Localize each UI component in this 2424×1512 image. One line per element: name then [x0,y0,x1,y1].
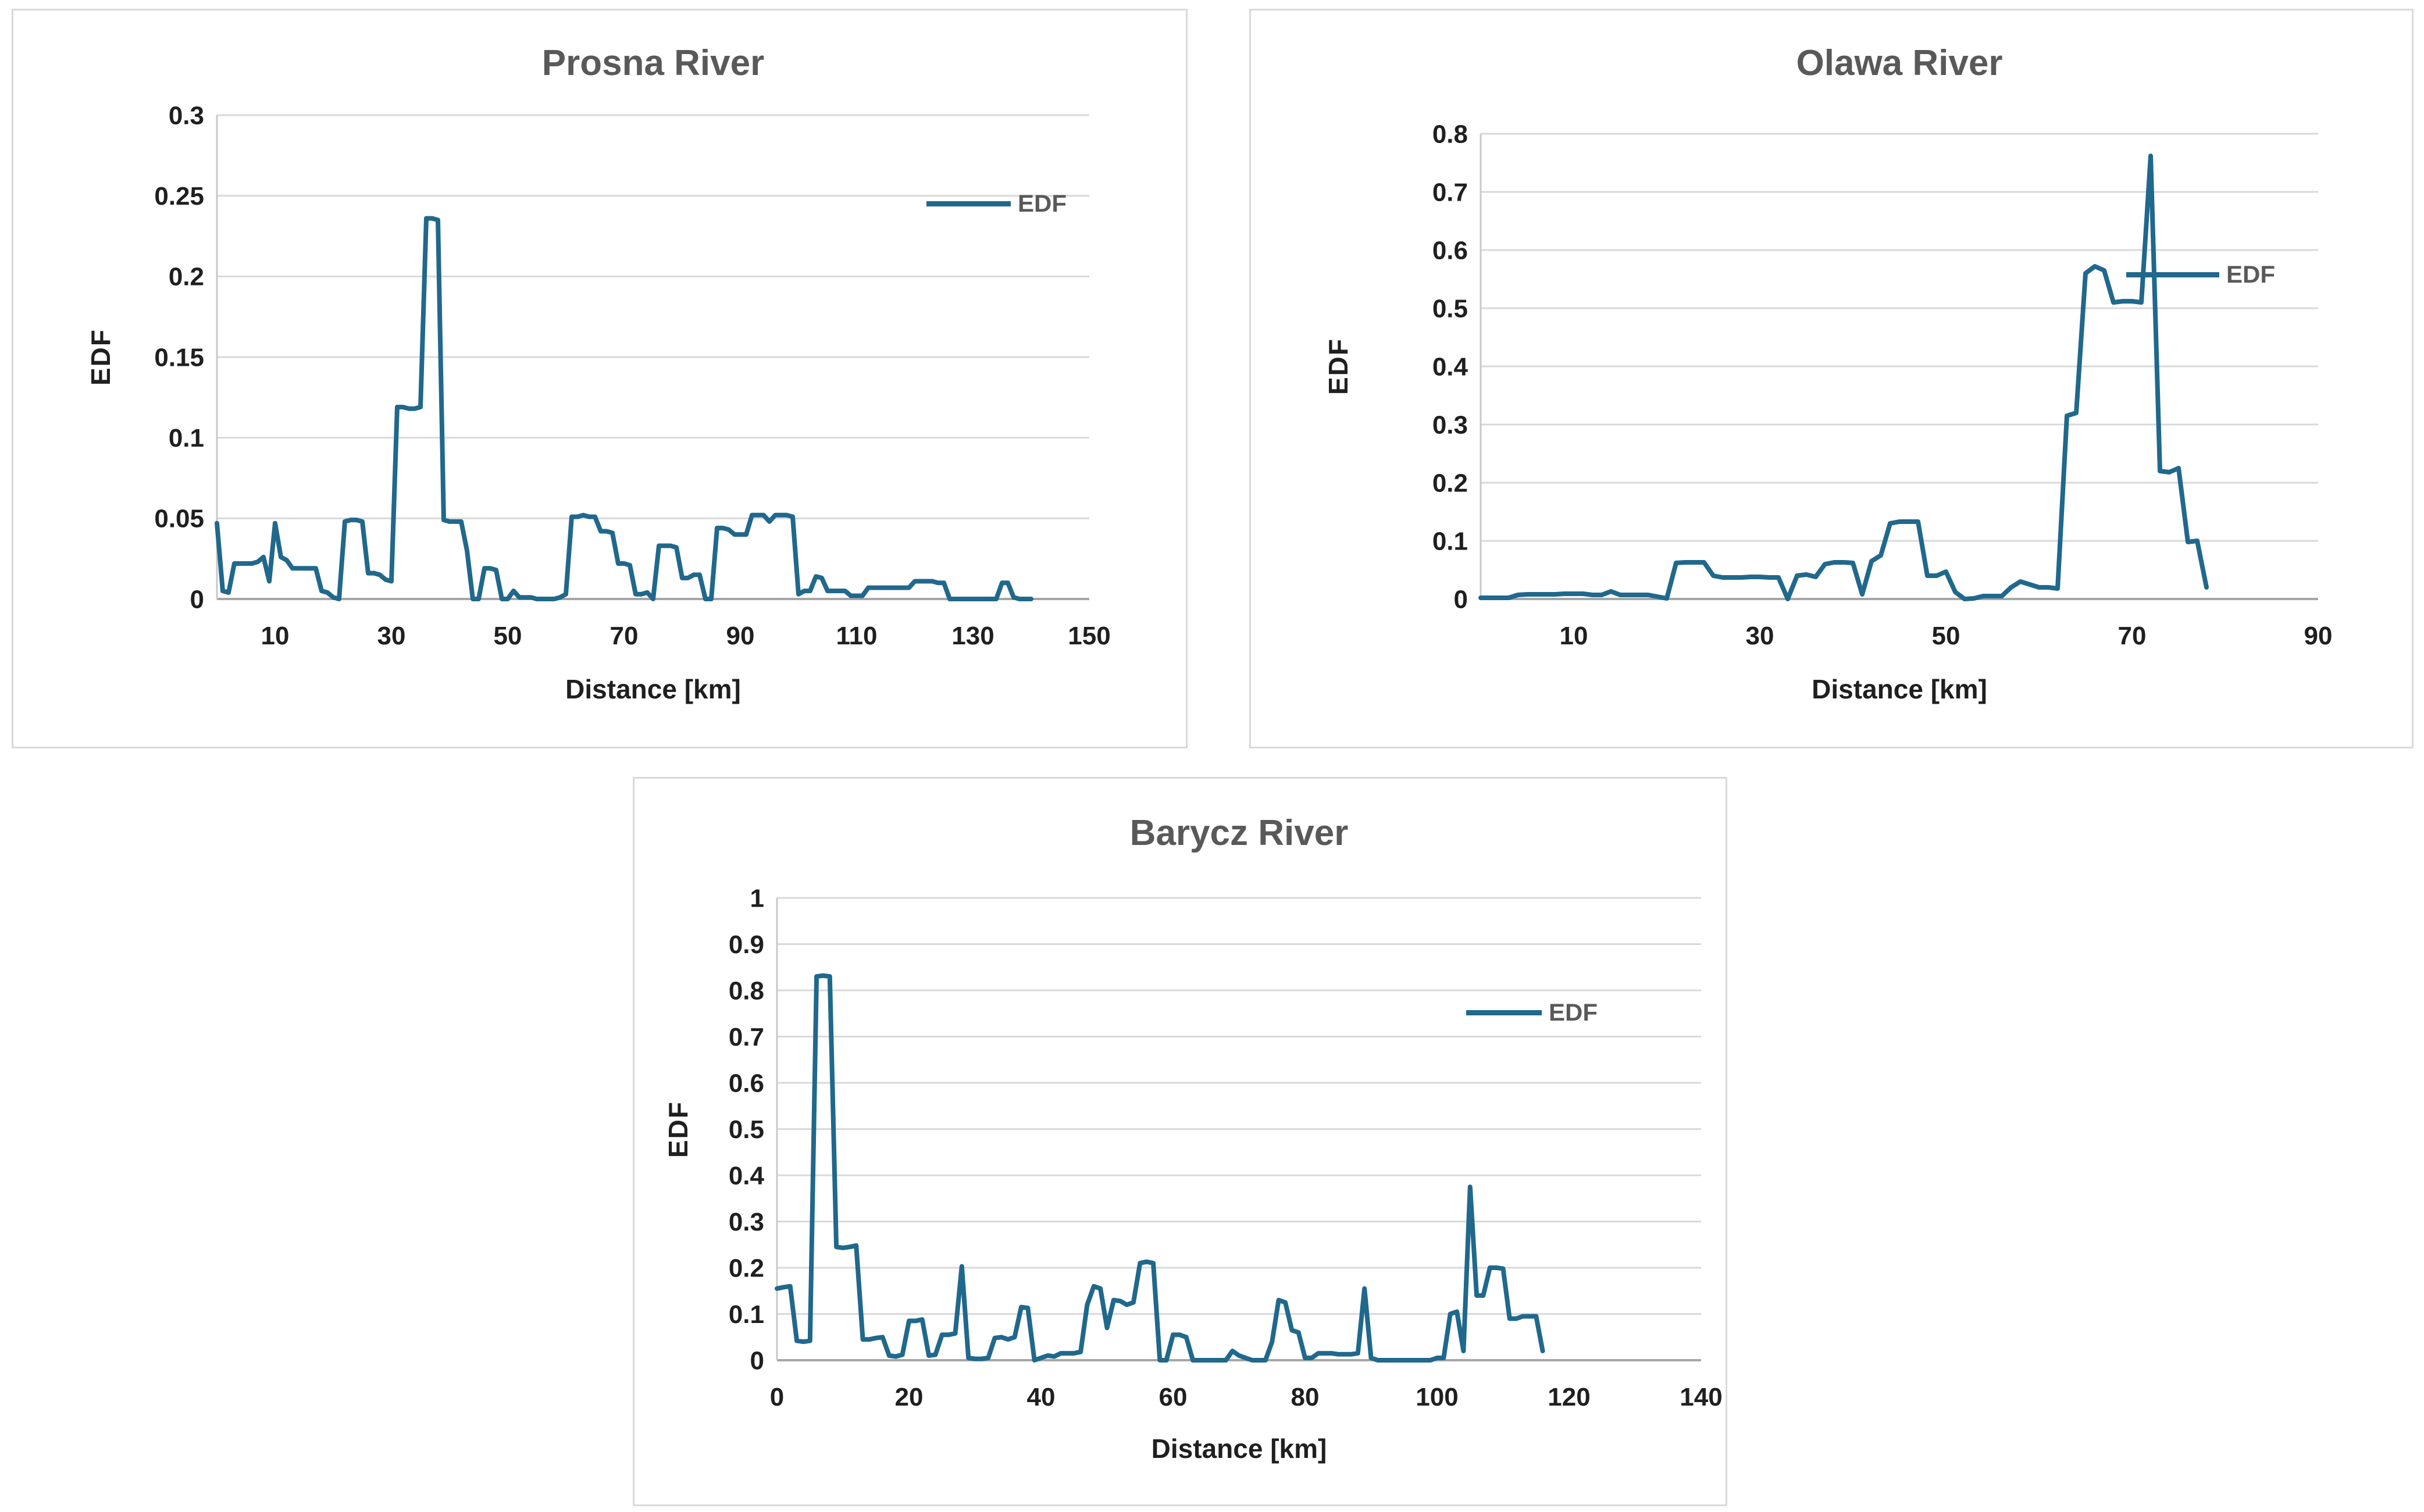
y-tick-label: 0.7 [729,1023,764,1051]
y-tick-label: 0.1 [1432,527,1468,555]
x-tick-label: 70 [2118,622,2147,650]
edf-line-series [775,973,1545,1363]
x-tick-label: 120 [1548,1383,1590,1411]
y-tick-label: 0.6 [729,1069,764,1097]
y-tick-label: 0.4 [1432,352,1468,381]
chart-title: Barycz River [1129,813,1349,853]
y-tick-label: 1 [750,884,764,912]
legend-label: EDF [2226,261,2275,288]
y-tick-label: 0.2 [729,1254,764,1282]
legend: EDF [2126,261,2275,288]
x-axis-title: Distance [km] [1151,1433,1327,1464]
olawa-plot-area: 0 0.1 0.2 0.3 0.4 0.5 0.6 0.7 0.8 10 30 50 70 90 [1432,120,2333,650]
prosna-plot-area: 0 0.05 0.1 0.15 0.2 0.25 0.3 10 30 50 70 90 110 130 15… [154,101,1110,650]
y-tick-label: 0.8 [1432,120,1468,148]
legend: EDF [1466,999,1598,1026]
x-tick-label: 150 [1068,622,1110,650]
x-tick-label: 30 [377,622,406,650]
y-tick-label: 0.3 [169,101,204,130]
x-tick-label: 70 [610,622,639,650]
prosna-chart-panel: Prosna River EDF 0 0.05 0.1 0.15 0.2 0.25 0.3 1… [12,9,1188,748]
x-tick-label: 140 [1680,1383,1722,1411]
y-tick-label: 0.1 [729,1300,764,1329]
x-tick-label: 40 [1027,1383,1056,1411]
x-tick-label: 110 [836,622,878,650]
chart-title: Olawa River [1796,43,2003,83]
x-tick-label: 10 [1560,622,1588,650]
x-tick-label: 0 [770,1383,784,1411]
x-tick-label: 130 [951,622,994,650]
x-tick-label: 90 [726,622,755,650]
y-tick-label: 0.4 [729,1161,765,1190]
y-tick-label: 0.3 [1432,411,1468,439]
edf-line-series [215,216,1033,601]
x-tick-label: 50 [1932,622,1960,650]
x-axis-title: Distance [km] [1812,674,1987,704]
y-tick-label: 0.1 [169,424,204,452]
barycz-chart-panel: Barycz River EDF 0 0.1 0.2 0.3 0.4 0.5 0.6 0.7 0… [633,777,1727,1506]
legend-line-swatch [926,201,1011,206]
y-tick-label: 0.15 [154,343,204,372]
legend-label: EDF [1549,999,1598,1026]
y-tick-label: 0.05 [154,505,204,533]
y-tick-label: 0 [190,585,204,614]
y-tick-label: 0.25 [154,182,204,211]
chart-title: Prosna River [541,43,765,83]
x-tick-label: 10 [261,622,290,650]
x-tick-label: 80 [1291,1383,1320,1411]
y-tick-label: 0.2 [1432,469,1468,497]
y-tick-label: 0.8 [729,976,764,1005]
x-tick-label: 60 [1159,1383,1188,1411]
x-tick-label: 20 [895,1383,924,1411]
x-tick-label: 30 [1746,622,1774,650]
olawa-chart-panel: Olawa River EDF 0 0.1 0.2 0.3 0.4 0.5 0.6 0.7 0.… [1249,9,2414,748]
x-tick-label: 50 [494,622,522,650]
y-tick-label: 0.7 [1432,178,1468,206]
barycz-plot-area: 0 0.1 0.2 0.3 0.4 0.5 0.6 0.7 0.8 0.9 1 0 20 40 60 80 10… [729,884,1723,1411]
y-tick-label: 0 [750,1346,764,1375]
y-tick-label: 0.5 [729,1115,764,1144]
legend-line-swatch [1466,1010,1542,1015]
y-tick-label: 0 [1454,585,1468,614]
edf-line-series [1478,154,2209,601]
y-tick-label: 0.9 [729,930,764,959]
y-tick-label: 0.5 [1432,294,1468,323]
y-tick-label: 0.2 [169,263,204,291]
y-tick-label: 0.3 [729,1208,764,1236]
legend-label: EDF [1018,190,1067,217]
x-axis-title: Distance [km] [565,674,741,704]
x-tick-label: 100 [1416,1383,1458,1411]
legend: EDF [926,190,1067,217]
x-tick-label: 90 [2304,622,2333,650]
y-tick-label: 0.6 [1432,236,1468,265]
legend-line-swatch [2126,272,2219,277]
